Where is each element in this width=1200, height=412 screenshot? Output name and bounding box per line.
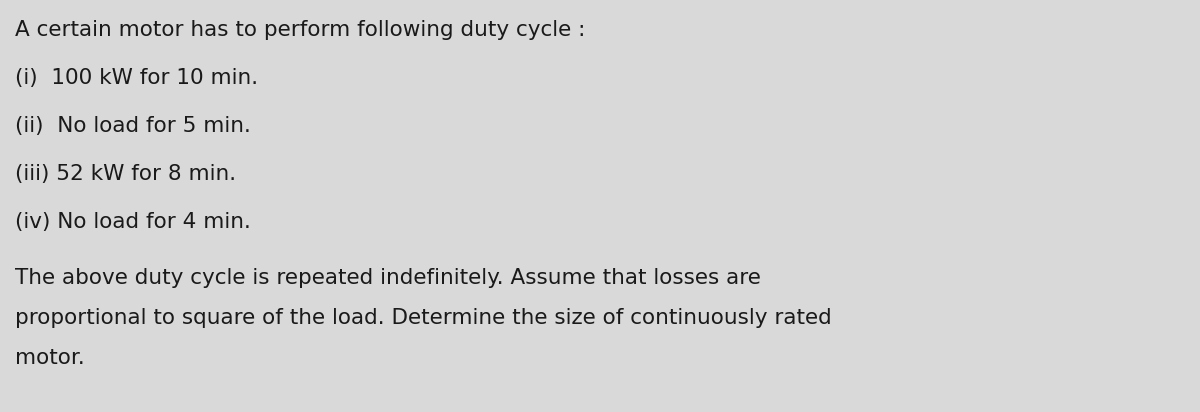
Text: (iv) No load for 4 min.: (iv) No load for 4 min. — [14, 212, 251, 232]
Text: A certain motor has to perform following duty cycle :: A certain motor has to perform following… — [14, 20, 586, 40]
Text: (ii)  No load for 5 min.: (ii) No load for 5 min. — [14, 116, 251, 136]
Text: (iii) 52 kW for 8 min.: (iii) 52 kW for 8 min. — [14, 164, 236, 184]
Text: (i)  100 kW for 10 min.: (i) 100 kW for 10 min. — [14, 68, 258, 88]
Text: The above duty cycle is repeated indefinitely. Assume that losses are: The above duty cycle is repeated indefin… — [14, 268, 761, 288]
Text: motor.: motor. — [14, 348, 85, 368]
Text: proportional to square of the load. Determine the size of continuously rated: proportional to square of the load. Dete… — [14, 308, 832, 328]
